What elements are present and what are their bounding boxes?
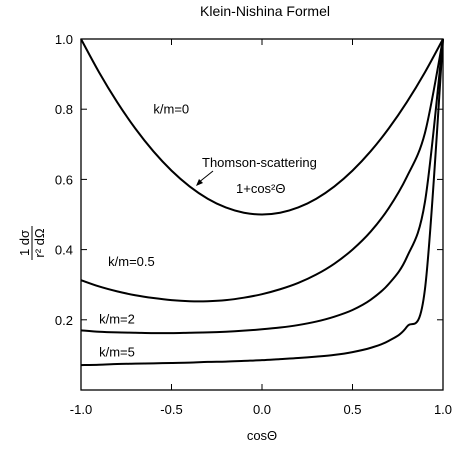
y-axis: 0.2 0.4 0.6 0.8 1.0 bbox=[55, 32, 443, 328]
series-group bbox=[81, 39, 443, 365]
annotation-formula: 1+cos²Θ bbox=[236, 181, 286, 196]
x-tick-label: 0.0 bbox=[253, 402, 271, 417]
y-axis-title: 1 dσ r² dΩ bbox=[17, 226, 47, 260]
annotation-thomson-scattering: Thomson-scattering bbox=[202, 155, 317, 170]
y-tick-label: 0.6 bbox=[55, 172, 73, 187]
y-tick-label: 0.8 bbox=[55, 102, 73, 117]
x-tick-label: 0.5 bbox=[343, 402, 361, 417]
y-tick-label: 1.0 bbox=[55, 32, 73, 47]
y-axis-title-denominator: r² dΩ bbox=[32, 228, 47, 258]
y-tick-label: 0.4 bbox=[55, 243, 73, 258]
chart-title: Klein-Nishina Formel bbox=[200, 3, 330, 19]
x-tick-label: -1.0 bbox=[70, 402, 92, 417]
series-label-k-m-2: k/m=2 bbox=[99, 312, 135, 327]
y-axis-title-numerator: 1 dσ bbox=[17, 230, 32, 256]
x-tick-label: -0.5 bbox=[160, 402, 182, 417]
series-label-k-m-0: k/m=0 bbox=[153, 101, 189, 116]
series-label-k-m-0-5: k/m=0.5 bbox=[108, 254, 155, 269]
x-axis-title: cosΘ bbox=[247, 428, 277, 443]
series-line-k-m-5 bbox=[81, 39, 443, 365]
series-label-k-m-5: k/m=5 bbox=[99, 345, 135, 360]
y-tick-label: 0.2 bbox=[55, 313, 73, 328]
x-tick-label: 1.0 bbox=[434, 402, 452, 417]
